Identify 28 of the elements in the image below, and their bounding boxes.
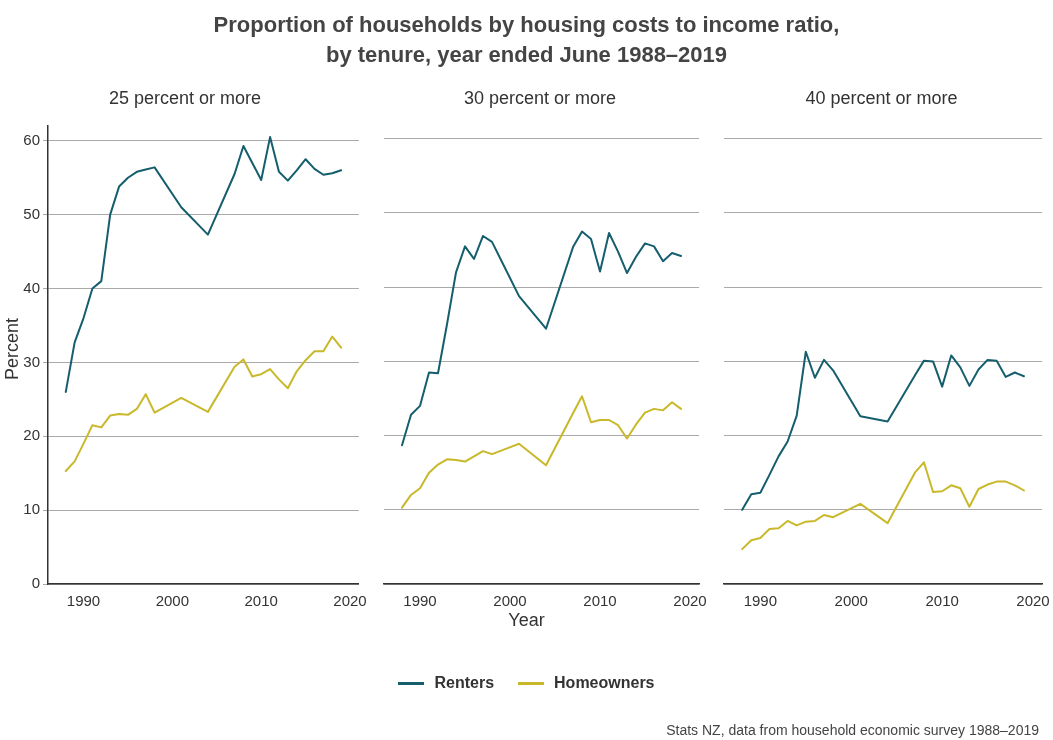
y-tick-label: 0: [31, 574, 40, 592]
chart-subtitle: 25 percent or more: [107, 88, 263, 110]
y-axis-title: Percent: [2, 317, 23, 380]
y-tick-label: 30: [23, 352, 40, 370]
y-tick-label: 20: [23, 426, 40, 444]
x-tick-label: 1990: [743, 592, 778, 610]
x-tick-label: 2020: [673, 592, 707, 610]
y-tick-label: 60: [23, 130, 40, 148]
x-tick-label: 2000: [493, 592, 527, 610]
x-tick-label: 1990: [66, 592, 101, 610]
legend-label: Renters: [434, 674, 495, 691]
x-axis-title: Year: [507, 610, 546, 631]
chart-subtitle: 40 percent or more: [804, 88, 959, 110]
x-tick-label: 2020: [333, 592, 367, 610]
x-tick-label: 2010: [244, 592, 278, 610]
y-tick-label: 40: [23, 278, 40, 296]
x-tick-label: 2010: [583, 592, 617, 610]
x-tick-label: 2010: [925, 592, 959, 610]
y-tick-label: 50: [23, 204, 40, 222]
x-tick-label: 2000: [155, 592, 190, 610]
x-tick-label: 2020: [1016, 592, 1050, 610]
legend-label: Homeowners: [554, 674, 655, 691]
chart-subtitle: 30 percent or more: [462, 88, 618, 110]
x-tick-label: 2000: [834, 592, 868, 610]
x-tick-label: 1990: [403, 592, 437, 610]
text: Stats NZ, data from household economic survey 1988–2019: [666, 722, 1039, 738]
text: Proportion of households by housing costs to income ratio, by tenure, year ended June 1988–2019: [212, 11, 841, 69]
y-tick-label: 10: [23, 500, 40, 518]
